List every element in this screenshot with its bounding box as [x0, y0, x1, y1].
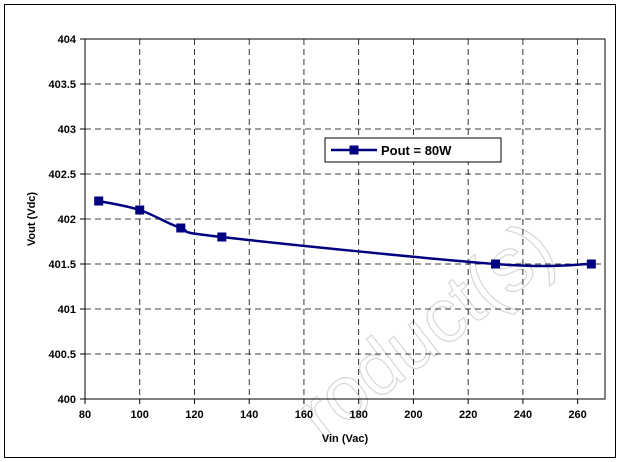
data-point [217, 232, 227, 242]
x-tick-label: 240 [514, 409, 532, 421]
y-tick-label: 403.5 [48, 79, 76, 91]
y-tick-label: 402.5 [48, 169, 76, 181]
y-tick-label: 400.5 [48, 349, 76, 361]
x-tick-label: 140 [240, 409, 258, 421]
x-tick-label: 260 [568, 409, 586, 421]
legend: Pout = 80W [324, 137, 502, 163]
y-tick-label: 401 [58, 304, 76, 316]
line-chart: roduct(s) 400400.5401401.5402402.5403403… [26, 34, 606, 457]
series-layer [94, 196, 596, 269]
legend-label: Pout = 80W [381, 143, 452, 158]
data-point [176, 223, 186, 233]
data-point [94, 196, 104, 206]
x-tick-label: 200 [404, 409, 422, 421]
legend-swatch-marker [349, 145, 359, 155]
data-point [491, 259, 501, 269]
x-axis: 80 100 120 140 160 180 200 220 240 260 [79, 399, 587, 421]
y-tick-label: 404 [58, 34, 77, 46]
x-tick-label: 180 [350, 409, 368, 421]
data-point [586, 259, 596, 269]
x-tick-label: 160 [295, 409, 313, 421]
y-tick-label: 401.5 [48, 259, 76, 271]
y-tick-label: 400 [58, 394, 76, 406]
y-axis: 400 400.5 401 401.5 402 402.5 403 403.5 404 [48, 34, 85, 406]
y-tick-label: 403 [58, 124, 76, 136]
x-tick-label: 100 [131, 409, 149, 421]
x-tick-label: 220 [459, 409, 477, 421]
x-axis-title: Vin (Vac) [322, 433, 369, 445]
x-tick-label: 120 [185, 409, 203, 421]
y-axis-title: Vout (Vdc) [26, 192, 38, 247]
x-tick-label: 80 [79, 409, 91, 421]
grid-lines [85, 39, 605, 399]
y-tick-label: 402 [58, 214, 76, 226]
chart-frame: roduct(s) 400 400.5 401 401.5 402 402.5 403 403… [4, 4, 616, 458]
data-point [135, 205, 145, 215]
